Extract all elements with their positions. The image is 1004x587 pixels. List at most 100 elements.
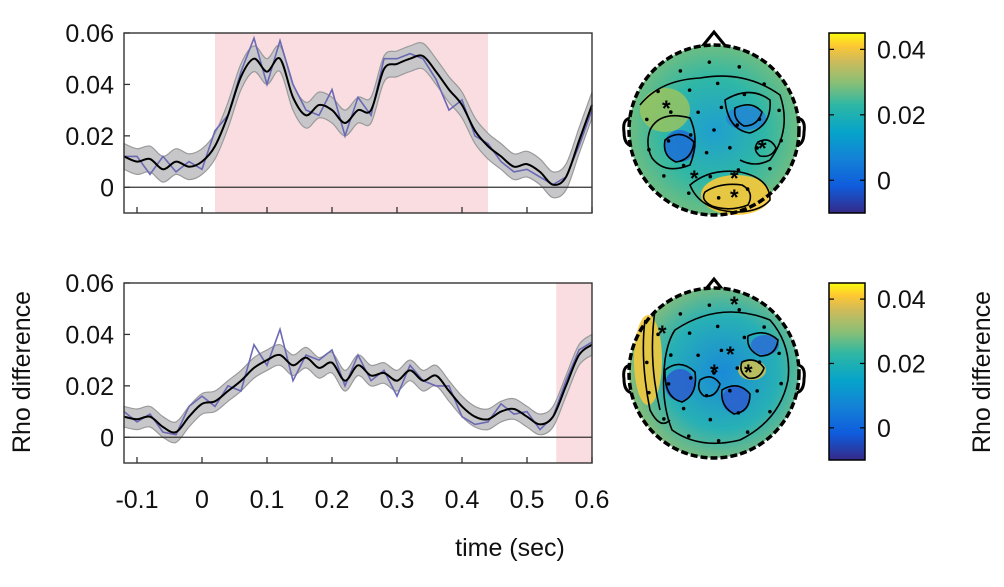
confidence-band [123,333,593,444]
electrode-dot [687,88,692,92]
negative-region [722,386,750,414]
positive-region [640,88,690,132]
raw-series-line [123,326,593,436]
electrode-dot [716,439,721,443]
electrode-dot [777,108,781,113]
electrode-dot [762,82,766,86]
y-tick-label: 0.06 [65,20,114,48]
mean-series-line [123,54,593,186]
colorbar-bottom [828,282,866,461]
topomap-top: * * * * * 0 0.02 0.04 [622,29,926,217]
topomap-bottom: * * * * * 0 0.02 0.04 [622,276,926,461]
y-axis-label: Rho difference [8,291,36,453]
electrode-dot [737,65,742,69]
colorbar-label: Rho difference [968,291,996,453]
electrode-dot [678,69,683,73]
electrode-dot [779,381,783,386]
left-ear-icon [622,363,635,395]
significance-marker: * [744,360,753,385]
electrode-dot [715,81,720,86]
electrode-dot [707,60,712,64]
head-outline [627,286,801,460]
mean-series-line [123,343,593,434]
electrode-dot [696,110,700,115]
electrode-dot [688,133,693,137]
electrode-dot [712,128,716,132]
y-tick-label: 0.06 [65,270,114,298]
electrode-dot [656,89,660,94]
electrode-dot [678,312,683,316]
head-outline [627,43,801,217]
electrode-dot [688,376,693,380]
y-tick-label: 0.02 [65,123,114,151]
electrode-dot [768,409,772,414]
raw-series-line [124,35,593,186]
significant-electrodes: * * * * * [662,96,767,210]
significance-marker: * [662,96,671,121]
electrode-dot [704,393,709,398]
colorbar-tick-label: 0.04 [877,286,926,314]
colorbar-tick-label: 0.02 [877,350,926,378]
significance-marker: * [690,166,699,191]
electrode-dot [669,110,673,114]
significance-marker: * [730,185,739,210]
y-tick-label: 0.04 [65,321,114,349]
electrode-dot [736,411,741,415]
electrode-dot [645,360,649,365]
electrode-dot [696,353,700,358]
top-line-panel: 0 0.02 0.04 0.06 [65,20,593,214]
x-tick-label: -0.1 [115,486,158,514]
negative-region [665,369,695,401]
electrode-dot [686,434,691,438]
colorbar-tick-label: 0 [877,415,891,443]
colorbar-tick-label: 0.04 [877,36,926,64]
electrode-dot [719,105,724,110]
x-tick-label: 0.2 [315,486,350,514]
electrode-dot [708,174,713,179]
electrode-dot [666,382,671,386]
electrode-dot [708,417,713,422]
electrode-dot [704,150,709,155]
x-tick-label: 0.4 [445,486,480,514]
electrode-dot [768,166,772,171]
contour-lines [642,309,790,445]
y-tick-label: 0 [100,174,114,202]
electrode-dot [735,366,740,370]
axes-frame [123,282,593,464]
electrode-dot [728,388,732,393]
x-axis-label: time (sec) [455,534,565,562]
colorbar-top [828,32,866,214]
electrode-dot [715,324,720,329]
significance-marker: * [658,321,667,346]
electrode-dot [728,145,732,150]
electrode-dot [686,191,691,195]
x-tick-label: 0.3 [380,486,415,514]
electrode-dot [666,139,671,143]
electrode-dot [719,348,724,353]
significance-marker: * [730,292,739,317]
electrode-dots [645,60,783,200]
electrode-dot [757,117,762,121]
negative-region [751,335,779,355]
electrode-dot [712,371,716,375]
electrode-dot [681,163,686,168]
right-ear-icon [793,363,806,395]
electrode-dot [745,430,750,434]
electrode-dot [656,332,660,337]
electrode-dot [755,146,759,150]
electrode-dot [707,303,712,307]
colorbar-tick-label: 0.02 [877,102,926,130]
electrode-dot [662,174,666,178]
nose-icon [699,29,729,49]
electrode-dot [662,417,666,421]
electrode-dot [742,335,747,340]
electrode-dot [735,123,740,127]
electrode-dots [645,303,783,443]
electrode-dot [736,168,741,172]
significance-marker: * [730,166,739,191]
contour-lines [639,75,786,213]
electrode-dot [779,138,783,143]
y-tick-label: 0 [100,424,114,452]
x-tick-label: 0 [195,486,209,514]
